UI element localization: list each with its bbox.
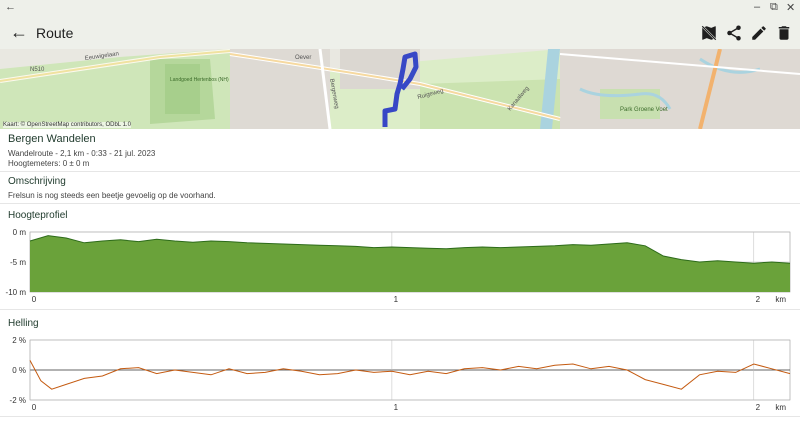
route-name: Bergen Wandelen xyxy=(8,133,96,145)
route-elevation-summary: Hoogtemeters: 0 ± 0 m xyxy=(8,159,90,168)
minimize-icon[interactable]: – xyxy=(754,1,761,13)
x-tick-label: 2 xyxy=(756,295,761,304)
y-tick-label: 2 % xyxy=(12,336,26,345)
map-label: N510 xyxy=(30,67,45,73)
delete-icon[interactable] xyxy=(775,24,793,42)
window-bar: ← – ⧉ ✕ xyxy=(0,0,800,18)
map-label: Park Groene Voet xyxy=(620,107,668,113)
x-tick-label: 0 xyxy=(32,403,37,412)
x-tick-label: 1 xyxy=(394,403,399,412)
app-bar: ← Route xyxy=(0,18,800,49)
slope-heading: Helling xyxy=(8,318,39,329)
slope-chart[interactable]: 2 % 0 % -2 % 0 1 2 km xyxy=(0,332,800,414)
page-title: Route xyxy=(36,25,74,41)
map-canvas: N510 Eeuwigelaan Landgoed Hertenbos (NH)… xyxy=(0,49,800,129)
share-icon[interactable] xyxy=(725,24,743,42)
x-tick-label: 0 xyxy=(32,295,37,304)
x-tick-label: 2 xyxy=(756,403,761,412)
description-text: Frelsun is nog steeds een beetje gevoeli… xyxy=(8,191,216,200)
route-line xyxy=(382,51,419,127)
x-unit-label: km xyxy=(775,403,786,412)
description-section: Omschrijving Frelsun is nog steeds een b… xyxy=(0,172,800,202)
y-tick-label: 0 m xyxy=(13,228,27,237)
route-details: Wandelroute - 2,1 km - 0:33 - 21 jul. 20… xyxy=(8,149,156,158)
window-back-icon[interactable]: ← xyxy=(5,1,16,13)
description-heading: Omschrijving xyxy=(8,176,66,187)
divider xyxy=(0,309,800,310)
elevation-line xyxy=(29,235,791,264)
y-tick-label: -2 % xyxy=(10,396,26,405)
map-label: Oever xyxy=(295,55,311,61)
elevation-chart[interactable]: 0 m -5 m -10 m 0 1 2 km xyxy=(0,224,800,306)
x-tick-label: 1 xyxy=(394,295,399,304)
edit-icon[interactable] xyxy=(750,24,768,42)
map-off-icon[interactable] xyxy=(700,24,718,42)
elevation-heading: Hoogteprofiel xyxy=(8,210,68,221)
back-arrow-icon[interactable]: ← xyxy=(10,22,28,42)
map-label: Landgoed Hertenbos (NH) xyxy=(170,77,229,83)
map-label: Bergenweg xyxy=(328,78,339,109)
route-info: Bergen Wandelen Wandelroute - 2,1 km - 0… xyxy=(0,129,800,171)
elevation-area xyxy=(30,235,790,292)
close-window-icon[interactable]: ✕ xyxy=(786,2,796,14)
slope-line xyxy=(29,360,791,390)
x-unit-label: km xyxy=(775,295,786,304)
maximize-icon[interactable]: ⧉ xyxy=(770,1,778,13)
route-map[interactable]: N510 Eeuwigelaan Landgoed Hertenbos (NH)… xyxy=(0,49,800,129)
map-attribution[interactable]: Kaart: © OpenStreetMap contributors, ODb… xyxy=(3,122,131,128)
map-label: Eeuwigelaan xyxy=(84,51,119,62)
divider xyxy=(0,171,800,172)
y-tick-label: 0 % xyxy=(12,366,26,375)
y-tick-label: -10 m xyxy=(6,288,27,297)
divider xyxy=(0,203,800,204)
y-tick-label: -5 m xyxy=(10,258,26,267)
divider xyxy=(0,416,800,417)
